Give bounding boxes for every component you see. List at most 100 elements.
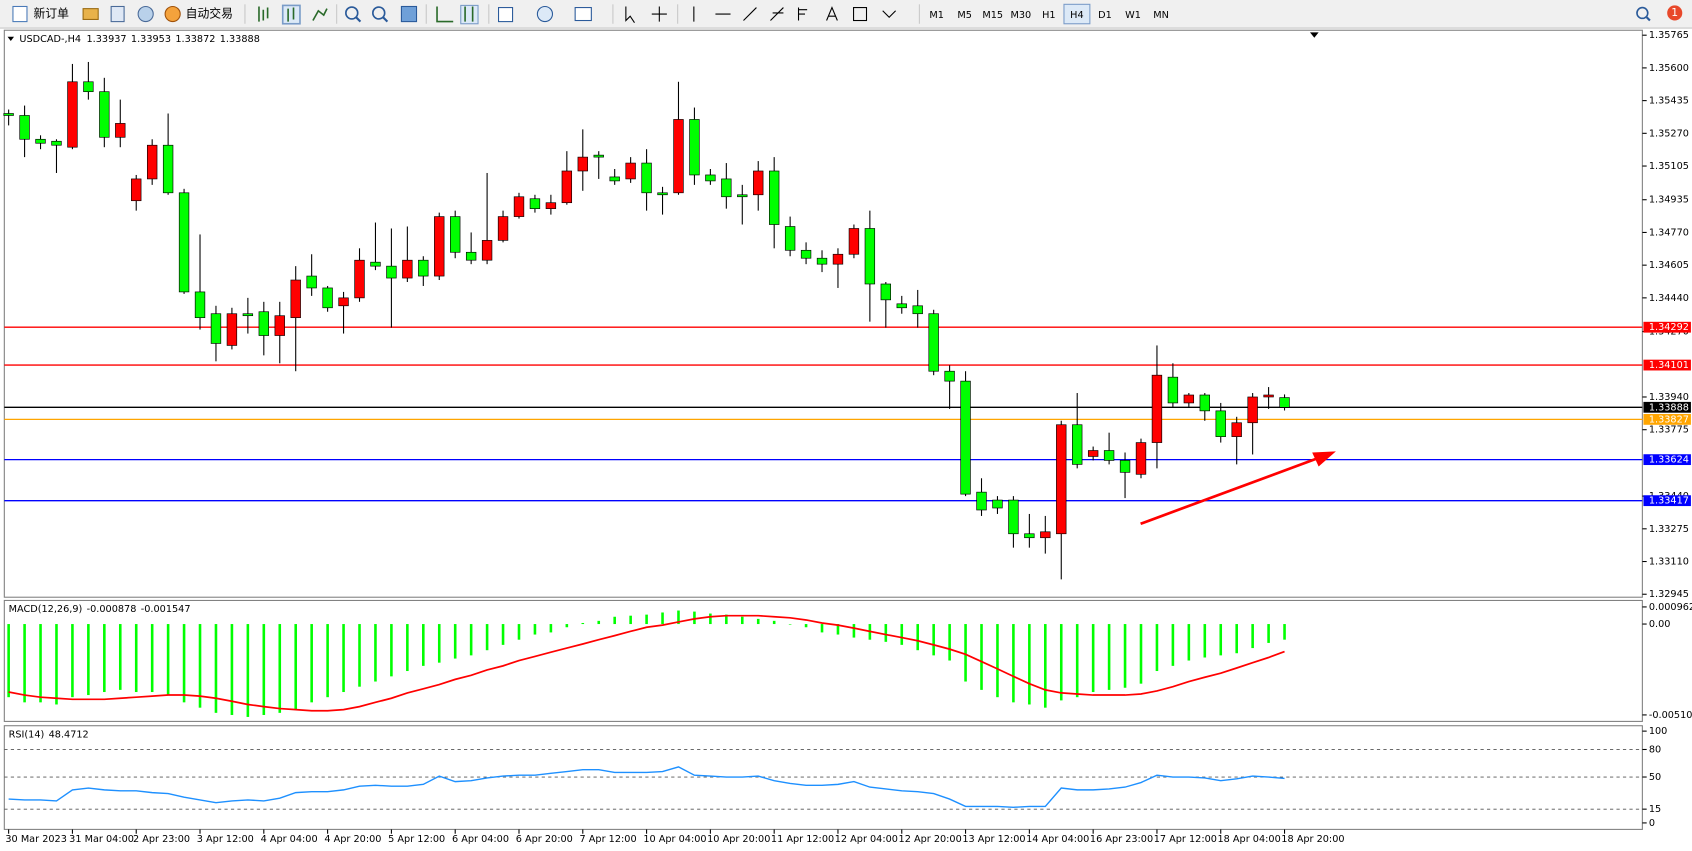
macd-bar <box>469 624 473 656</box>
candle-chart-icon[interactable] <box>287 7 295 22</box>
auto-trading-button[interactable]: 自动交易 <box>186 7 233 21</box>
autoscroll-icon[interactable] <box>436 6 454 23</box>
timeframe-button[interactable]: M1 <box>929 10 944 21</box>
chart-type-icons[interactable] <box>258 4 328 25</box>
macd-bar <box>1075 624 1079 698</box>
timeframe-button[interactable]: H1 <box>1042 10 1055 21</box>
fibonacci-icon[interactable] <box>797 7 808 21</box>
zoom-in-icon[interactable] <box>345 6 359 20</box>
macd-bar <box>262 624 266 715</box>
macd-bar <box>342 624 345 693</box>
macd-bar <box>900 624 904 645</box>
y-tick-label: 1.34770 <box>1649 227 1689 238</box>
macd-bar <box>709 613 712 625</box>
tile-icon[interactable] <box>400 5 418 23</box>
macd-bar <box>884 624 888 642</box>
label-icon[interactable] <box>853 7 868 22</box>
header-open: 1.33937 <box>86 34 126 45</box>
indicators-icon[interactable] <box>497 7 514 23</box>
macd-bar <box>294 624 298 710</box>
macd-bar <box>166 624 170 696</box>
templates-icon[interactable] <box>574 7 592 22</box>
price-level-label: 1.33624 <box>1649 455 1689 466</box>
x-tick-label: 5 Apr 12:00 <box>388 834 445 845</box>
macd-bar <box>198 624 202 708</box>
toolbar-icon[interactable] <box>137 5 154 23</box>
new-order-icon[interactable] <box>12 5 28 23</box>
crosshair-icon[interactable] <box>651 6 667 22</box>
candle-body <box>1215 410 1226 437</box>
notification-badge[interactable] <box>1667 5 1683 21</box>
y-tick-label: 1.35600 <box>1649 63 1689 74</box>
chart-marks: 1.35765 1.35600 1.35435 1.35270 1.35105 1.349… <box>3 30 1692 845</box>
chart-shift-marker <box>1310 32 1319 38</box>
line-tools-icons[interactable] <box>693 6 757 22</box>
toolbar-icon[interactable] <box>82 8 99 20</box>
periods-icon[interactable] <box>536 5 554 23</box>
candle-body <box>1199 394 1210 412</box>
timeframe-button[interactable]: H4 <box>1070 10 1083 21</box>
search-icon[interactable] <box>1636 6 1649 20</box>
candle-body <box>481 240 493 261</box>
macd-bar <box>916 624 920 651</box>
chart-shift-icon[interactable] <box>460 4 479 25</box>
bar-chart-icon[interactable] <box>258 6 269 22</box>
candle-body <box>1119 460 1131 473</box>
macd-bar <box>948 624 951 661</box>
macd-bar <box>677 610 680 625</box>
macd-bar <box>980 624 983 690</box>
active-timeframe-frame[interactable] <box>1063 3 1091 25</box>
price-level-label: 1.33888 <box>1649 402 1689 413</box>
macd-bar <box>549 624 553 633</box>
y-tick-label: 1.32945 <box>1649 589 1689 600</box>
macd-bar <box>804 624 808 628</box>
timeframe-button[interactable]: D1 <box>1098 10 1112 21</box>
candle-body <box>146 144 158 180</box>
candle-body <box>657 192 668 196</box>
shapes-icon[interactable] <box>882 10 897 19</box>
rsi-panel <box>3 725 1643 830</box>
notification-count[interactable]: 1 <box>1671 6 1678 19</box>
macd-bar <box>55 624 58 705</box>
macd-bar <box>246 624 250 717</box>
zoom-in-icon-handle[interactable] <box>355 16 362 23</box>
timeframe-button[interactable]: W1 <box>1125 10 1141 21</box>
timeframe-button[interactable]: M30 <box>1010 10 1031 21</box>
timeframe-button[interactable]: MN <box>1153 10 1169 21</box>
chart-shift-glyph[interactable] <box>464 6 474 22</box>
candle-body <box>210 313 222 344</box>
timeframe-button[interactable]: M5 <box>957 10 972 21</box>
line-chart-icon[interactable] <box>312 8 328 21</box>
x-tick-label: 18 Apr 20:00 <box>1281 834 1344 845</box>
text-icon[interactable] <box>826 6 838 21</box>
macd-bar <box>772 620 776 625</box>
x-tick-label: 16 Apr 23:00 <box>1090 834 1153 845</box>
zoom-out-icon-handle[interactable] <box>382 16 389 23</box>
x-tick-label: 17 Apr 12:00 <box>1154 834 1217 845</box>
macd-bar <box>453 624 457 659</box>
price-level-tag <box>1643 401 1691 413</box>
cursor-icon[interactable] <box>625 6 635 23</box>
header-high: 1.33953 <box>131 34 171 45</box>
price-level-tag <box>1643 359 1691 371</box>
new-order-button[interactable]: 新订单 <box>33 7 69 21</box>
zoom-out-icon[interactable] <box>372 6 386 20</box>
macd-bar <box>740 616 744 625</box>
toolbar-icon[interactable] <box>110 5 125 23</box>
search-icon-handle[interactable] <box>1645 16 1651 22</box>
candle-body <box>593 154 604 158</box>
candle-body <box>242 313 254 317</box>
auto-trading-icon[interactable] <box>164 5 181 23</box>
header-low: 1.33872 <box>175 34 215 45</box>
y-tick-label: 1.35270 <box>1649 128 1689 139</box>
macd-bar <box>326 624 329 698</box>
macd-bar <box>39 624 42 703</box>
x-tick-label: 30 Mar 2023 <box>5 834 67 845</box>
candle-body <box>370 261 381 267</box>
candle-body <box>689 119 700 176</box>
y-tick-label: 15 <box>1649 804 1661 815</box>
y-tick-label: 100 <box>1649 726 1668 737</box>
channel-icon[interactable] <box>770 7 784 21</box>
active-icon-frame[interactable] <box>281 4 301 25</box>
timeframe-button[interactable]: M15 <box>982 10 1003 21</box>
